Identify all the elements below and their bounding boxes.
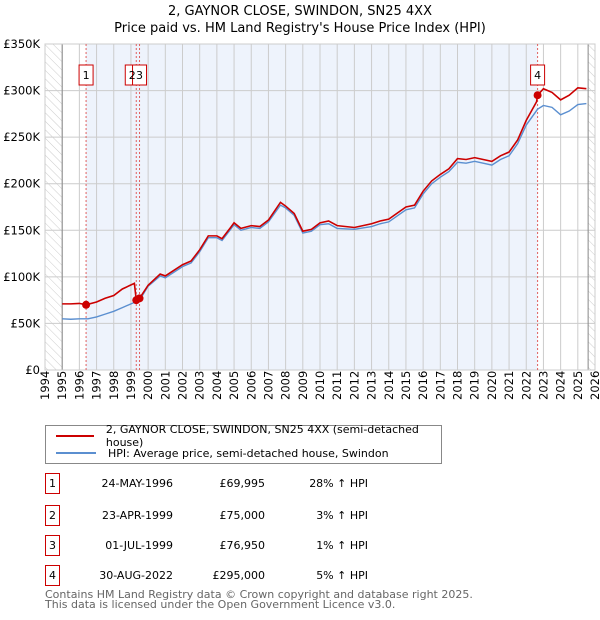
sale-label-box xyxy=(132,64,148,86)
legend-label: HPI: Average price, semi-detached house,… xyxy=(108,446,389,460)
sale-label-box xyxy=(530,64,546,86)
transaction-price: £75,000 xyxy=(219,509,266,522)
x-tick-label: 2022 xyxy=(519,371,533,400)
x-tick-label: 2024 xyxy=(554,371,568,400)
transaction-price: £76,950 xyxy=(219,539,266,552)
legend-swatch xyxy=(56,452,96,454)
transaction-row: 3 01-JUL-1999 £76,950 1% ↑ HPI xyxy=(45,535,445,557)
sale-point xyxy=(135,294,144,303)
footer-licence: This data is licensed under the Open Gov… xyxy=(45,598,396,611)
x-tick-label: 2019 xyxy=(468,371,482,400)
x-tick-label: 2017 xyxy=(433,371,447,400)
hatched-no-data-region xyxy=(588,44,595,370)
x-tick-label: 2025 xyxy=(571,371,585,400)
transaction-row: 1 24-MAY-1996 £69,995 28% ↑ HPI xyxy=(45,473,445,495)
x-tick-label: 2000 xyxy=(141,371,155,400)
transaction-marker: 3 xyxy=(45,535,60,556)
sale-label: 1 xyxy=(83,69,90,82)
price-chart: 1994 1995 1996 1997 1998 1999 2000 2001 2002 2003… xyxy=(3,37,600,400)
sale-point xyxy=(533,91,542,100)
footer: Contains HM Land Registry data © Crown c… xyxy=(45,588,473,611)
transaction-hpi-diff: 1% ↑ HPI xyxy=(316,539,368,552)
transaction-hpi-diff: 5% ↑ HPI xyxy=(316,569,368,582)
legend: 2, GAYNOR CLOSE, SWINDON, SN25 4XX (semi… xyxy=(45,423,442,464)
x-tick-label: 1994 xyxy=(38,371,52,400)
chart-subtitle: Price paid vs. HM Land Registry's House … xyxy=(114,21,486,36)
sale-label: 2 xyxy=(129,69,136,82)
x-tick-label: 1997 xyxy=(90,371,104,400)
transaction-date: 30-AUG-2022 xyxy=(99,569,173,582)
transaction-marker: 2 xyxy=(45,505,60,526)
x-tick-label: 2014 xyxy=(382,371,396,400)
x-tick-label: 2020 xyxy=(485,371,499,400)
legend-swatch xyxy=(56,435,94,437)
x-tick-label: 1996 xyxy=(72,371,86,400)
transaction-row: 2 23-APR-1999 £75,000 3% ↑ HPI xyxy=(45,505,445,527)
y-tick-label: £350K xyxy=(3,37,40,51)
x-tick-label: 2011 xyxy=(330,371,344,400)
y-tick-label: £100K xyxy=(3,270,40,284)
x-tick-label: 2018 xyxy=(451,371,465,400)
x-tick-label: 2005 xyxy=(227,371,241,400)
x-tick-label: 2008 xyxy=(279,371,293,400)
plot-border xyxy=(44,43,596,371)
x-tick-label: 1995 xyxy=(55,371,69,400)
legend-item-price-paid: 2, GAYNOR CLOSE, SWINDON, SN25 4XX (semi… xyxy=(56,423,441,449)
footer-copyright: Contains HM Land Registry data © Crown c… xyxy=(45,588,473,601)
y-tick-label: £200K xyxy=(3,177,40,191)
sale-label-box xyxy=(78,64,94,86)
y-tick-label: £250K xyxy=(3,130,40,144)
transaction-hpi-diff: 3% ↑ HPI xyxy=(316,509,368,522)
x-tick-label: 2015 xyxy=(399,371,413,400)
sale-label: 4 xyxy=(534,69,541,82)
y-tick-label: £50K xyxy=(11,316,41,330)
sale-point xyxy=(82,300,91,309)
transaction-row: 4 30-AUG-2022 £295,000 5% ↑ HPI xyxy=(45,565,445,587)
transaction-date: 23-APR-1999 xyxy=(101,509,173,522)
legend-label: 2, GAYNOR CLOSE, SWINDON, SN25 4XX (semi… xyxy=(105,423,419,449)
x-tick-label: 1999 xyxy=(124,371,138,400)
x-tick-label: 2013 xyxy=(365,371,379,400)
x-tick-label: 2009 xyxy=(296,371,310,400)
x-tick-label: 1998 xyxy=(107,371,121,400)
x-tick-label: 2006 xyxy=(244,371,258,400)
transaction-price: £295,000 xyxy=(212,569,266,582)
sale-label: 3 xyxy=(136,69,143,82)
y-tick-label: £150K xyxy=(3,223,40,237)
x-tick-label: 2010 xyxy=(313,371,327,400)
x-tick-label: 2021 xyxy=(502,371,516,400)
x-tick-label: 2002 xyxy=(176,371,190,400)
transaction-date: 24-MAY-1996 xyxy=(101,477,173,490)
x-tick-label: 2004 xyxy=(210,371,224,400)
x-tick-label: 2003 xyxy=(193,371,207,400)
x-tick-label: 2026 xyxy=(588,371,600,400)
chart-title: 2, GAYNOR CLOSE, SWINDON, SN25 4XX xyxy=(167,4,432,19)
hatched-no-data-region xyxy=(45,44,63,370)
transaction-marker: 1 xyxy=(45,473,60,494)
x-tick-label: 2023 xyxy=(536,371,550,400)
transaction-date: 01-JUL-1999 xyxy=(105,539,173,552)
transaction-price: £69,995 xyxy=(219,477,266,490)
legend-item-hpi: HPI: Average price, semi-detached house,… xyxy=(56,445,389,461)
shaded-period xyxy=(86,44,538,370)
transaction-marker: 4 xyxy=(45,565,60,586)
x-tick-label: 2007 xyxy=(261,371,275,400)
x-tick-label: 2016 xyxy=(416,371,430,400)
x-tick-label: 2001 xyxy=(158,371,172,400)
transaction-hpi-diff: 28% ↑ HPI xyxy=(309,477,368,490)
y-tick-label: £0 xyxy=(25,363,40,377)
x-tick-label: 2012 xyxy=(347,371,361,400)
y-tick-label: £300K xyxy=(3,84,40,98)
